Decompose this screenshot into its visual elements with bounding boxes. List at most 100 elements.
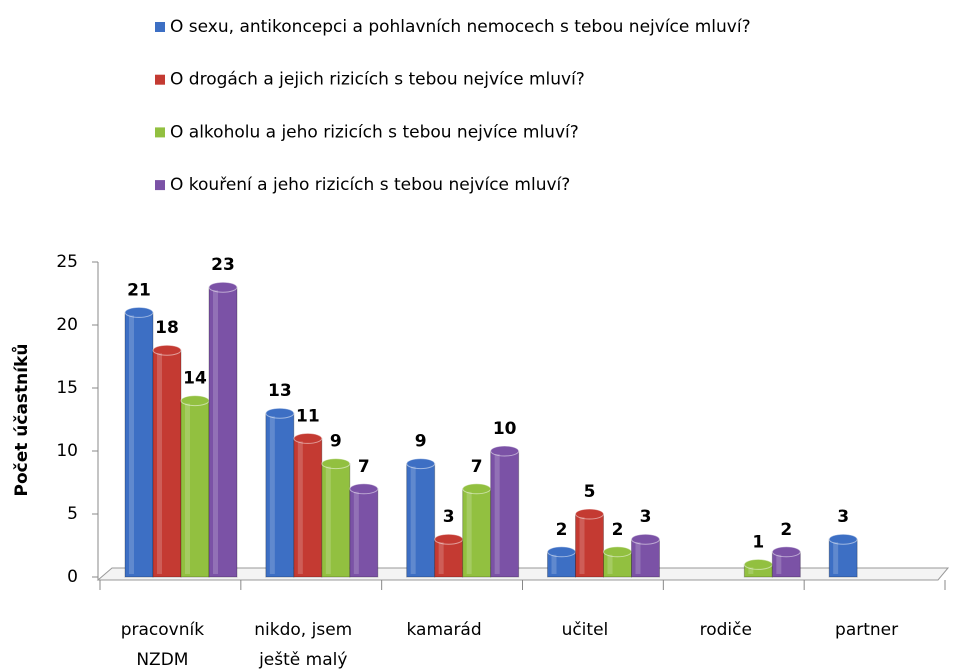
bar-body: [321, 463, 351, 578]
bar-top: [321, 458, 351, 470]
bar: [434, 533, 464, 578]
y-tick-label: 5: [67, 504, 78, 524]
bar-body: [349, 488, 379, 578]
value-label: 5: [584, 482, 596, 502]
legend-label: O kouření a jeho rizicích s tebou nejvíc…: [170, 175, 570, 195]
y-tick-label: 0: [67, 567, 78, 587]
bar-shine: [269, 416, 275, 574]
bar-shine: [635, 542, 641, 574]
bar: [490, 445, 520, 578]
bar-shine: [579, 517, 585, 574]
bar-shine: [748, 567, 754, 574]
bar: [349, 483, 379, 578]
bar: [631, 533, 660, 578]
bar-top: [406, 458, 436, 470]
bar-shine: [353, 491, 359, 574]
legend-swatch: [155, 22, 165, 32]
bar: [124, 306, 154, 578]
bar-shine: [494, 454, 500, 574]
value-label: 3: [837, 507, 849, 527]
bar-shine: [551, 554, 557, 574]
value-label: 2: [780, 520, 792, 540]
value-label: 7: [471, 457, 483, 477]
x-tick-label: nikdo, jsem: [254, 620, 352, 640]
bar-body: [490, 450, 520, 578]
x-tick-label: pracovník: [121, 620, 205, 640]
legend-label: O drogách a jejich rizicích s tebou nejv…: [170, 70, 585, 90]
bar: [828, 533, 858, 578]
value-label: 2: [612, 520, 624, 540]
value-label: 13: [268, 381, 292, 401]
bar: [462, 483, 492, 578]
bar-body: [434, 538, 464, 578]
bar: [208, 281, 238, 578]
bar-body: [828, 538, 858, 578]
bar: [321, 458, 351, 578]
bar-body: [124, 311, 154, 578]
bar: [575, 508, 604, 578]
bar-body: [406, 463, 436, 578]
bar-top: [208, 281, 238, 293]
bar: [771, 546, 801, 578]
value-label: 10: [493, 419, 517, 439]
bar-top: [631, 533, 660, 545]
y-tick-label: 25: [56, 252, 78, 272]
value-label: 9: [415, 432, 427, 452]
legend-label: O alkoholu a jeho rizicích s tebou nejví…: [170, 122, 579, 142]
bar-body: [631, 538, 660, 578]
bar-shine: [325, 466, 331, 574]
value-label: 21: [127, 280, 151, 300]
x-tick-label: partner: [835, 620, 898, 640]
y-axis-label: Počet účastníků: [10, 343, 32, 496]
value-label: 18: [155, 318, 179, 338]
bar-top: [293, 432, 323, 444]
bar-body: [575, 513, 604, 578]
bar-shine: [833, 542, 839, 574]
bar-top: [349, 483, 379, 495]
bar-top: [265, 407, 295, 419]
y-tick-label: 15: [56, 378, 78, 398]
bar-body: [462, 488, 492, 578]
bar-top: [771, 546, 801, 558]
bar-shine: [438, 542, 444, 574]
y-tick-label: 10: [56, 441, 78, 461]
bar-shine: [410, 466, 416, 574]
legend-label: O sexu, antikoncepci a pohlavních nemoce…: [170, 17, 751, 37]
value-label: 11: [296, 406, 320, 426]
bar-shine: [157, 353, 162, 574]
bar-top: [828, 533, 858, 545]
bar: [603, 546, 632, 578]
x-tick-label: rodiče: [700, 620, 752, 640]
value-label: 3: [443, 507, 455, 527]
value-label: 14: [183, 369, 207, 389]
bar: [152, 344, 182, 578]
legend-swatch: [155, 127, 165, 138]
legend-swatch: [155, 180, 165, 191]
value-label: 9: [330, 432, 342, 452]
bar: [265, 407, 295, 578]
bar-shine: [466, 491, 472, 574]
bar-top: [124, 306, 154, 318]
bar-shine: [607, 554, 613, 574]
value-label: 3: [640, 507, 652, 527]
bar: [547, 546, 576, 578]
value-label: 7: [358, 457, 370, 477]
legend-swatch: [155, 74, 165, 85]
bar: [180, 395, 210, 578]
bar-shine: [213, 290, 218, 574]
bar-shine: [776, 554, 782, 574]
bar-top: [575, 508, 604, 520]
x-tick-label: NZDM: [136, 650, 188, 670]
value-label: 2: [556, 520, 568, 540]
value-label: 23: [211, 255, 235, 275]
y-tick-label: 20: [56, 315, 78, 335]
bar: [293, 432, 323, 578]
x-tick-label: učitel: [562, 620, 609, 640]
bar-top: [490, 445, 520, 457]
bar-shine: [297, 441, 303, 574]
bar: [406, 458, 436, 578]
bar-shine: [129, 315, 134, 574]
value-label: 1: [752, 532, 764, 552]
bar-shine: [185, 403, 190, 574]
